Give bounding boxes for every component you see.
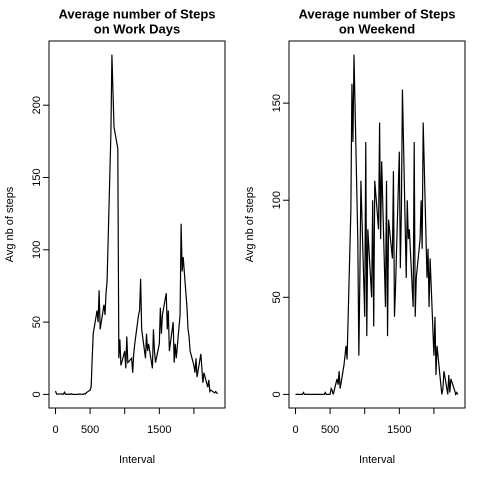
y-tick-label: 100 [31,241,43,259]
x-tick-label: 500 [321,424,339,436]
y-tick-label: 200 [31,96,43,114]
y-tick-label: 0 [271,391,283,397]
chart-title: Average number of Steps [298,6,455,21]
chart-title: on Work Days [94,21,180,36]
y-axis-label: Avg nb of steps [4,186,16,262]
y-tick-label: 0 [31,391,43,397]
plot-box [48,40,226,409]
data-line [295,54,459,397]
y-tick-label: 150 [271,94,283,112]
data-line [54,54,219,396]
chart-title: on Weekend [339,21,415,36]
x-tick-label: 1500 [387,424,411,436]
plot-box [288,40,466,409]
y-axis-label: Avg nb of steps [244,186,256,262]
x-tick-label: 0 [52,424,58,436]
x-tick-label: 1500 [147,424,171,436]
x-tick-label: 0 [292,424,298,436]
chart-title: Average number of Steps [58,6,215,21]
y-tick-label: 50 [271,291,283,303]
x-axis-label: Interval [359,454,395,466]
y-tick-label: 150 [31,168,43,186]
y-tick-label: 100 [271,191,283,209]
x-axis-label: Interval [119,454,155,466]
y-tick-label: 50 [31,316,43,328]
x-tick-label: 500 [81,424,99,436]
